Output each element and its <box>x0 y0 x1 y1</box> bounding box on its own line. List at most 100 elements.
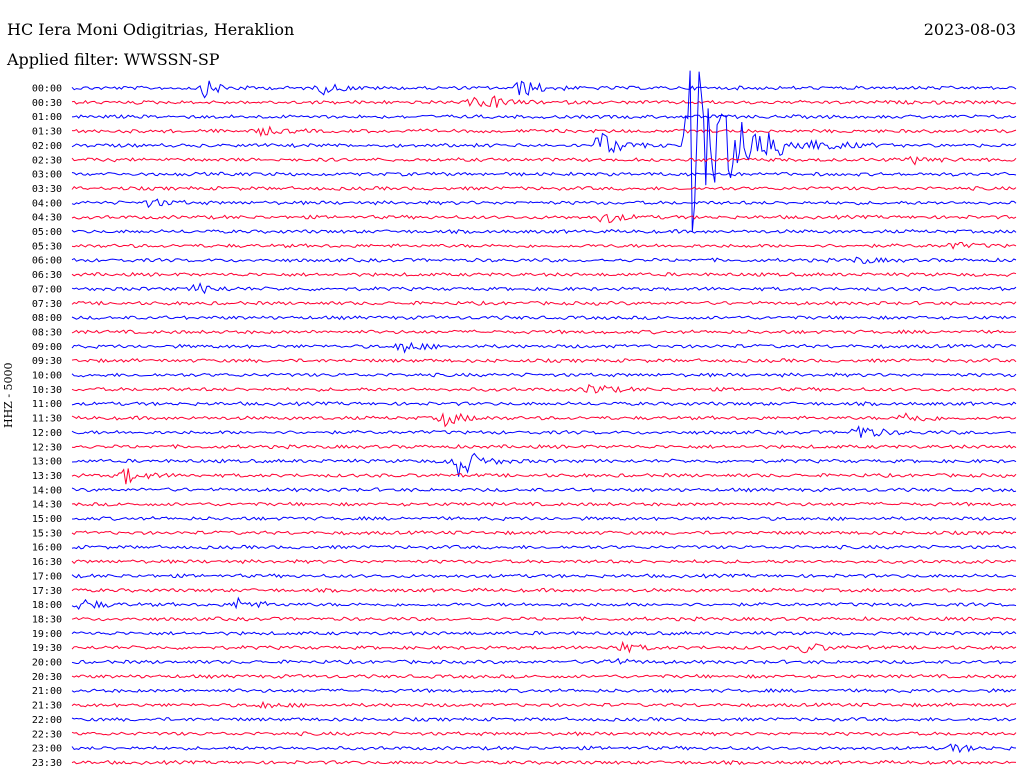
seismic-trace <box>71 228 1017 235</box>
trace-label: 07:30 <box>32 299 62 310</box>
trace-label: 16:30 <box>32 557 62 568</box>
trace-label: 00:30 <box>32 98 62 109</box>
trace-label: 05:00 <box>32 227 62 238</box>
trace-label: 15:00 <box>32 514 62 525</box>
trace-label: 21:30 <box>32 701 62 712</box>
seismic-trace <box>71 673 1017 679</box>
trace-label: 11:00 <box>32 399 62 410</box>
seismic-trace <box>71 452 1017 477</box>
seismic-trace <box>72 515 1017 522</box>
trace-label: 00:00 <box>32 84 62 95</box>
station-title: HC Iera Moni Odigitrias, Heraklion <box>7 20 295 39</box>
seismic-trace <box>71 95 1017 108</box>
trace-label: 13:00 <box>32 457 62 468</box>
seismic-trace <box>71 213 1017 224</box>
trace-label: 02:00 <box>32 141 62 152</box>
seismic-trace <box>71 271 1017 277</box>
trace-label: 13:30 <box>32 471 62 482</box>
trace-label: 12:30 <box>32 442 62 453</box>
trace-label: 04:00 <box>32 198 62 209</box>
trace-label: 09:00 <box>32 342 62 353</box>
trace-label: 01:00 <box>32 112 62 123</box>
trace-label: 18:30 <box>32 614 62 625</box>
trace-label: 20:30 <box>32 672 62 683</box>
seismic-trace <box>71 282 1017 295</box>
seismic-trace <box>71 242 1017 250</box>
trace-label: 16:00 <box>32 543 62 554</box>
seismic-trace <box>71 383 1017 394</box>
trace-label: 05:30 <box>32 241 62 252</box>
trace-label: 06:00 <box>32 256 62 267</box>
seismic-trace <box>71 198 1017 209</box>
seismic-trace <box>71 300 1017 306</box>
trace-label: 07:00 <box>32 284 62 295</box>
seismic-trace <box>71 743 1017 754</box>
seismic-trace <box>71 358 1017 364</box>
seismic-trace <box>71 329 1017 335</box>
seismic-trace <box>71 171 1017 177</box>
seismic-trace <box>71 70 1017 232</box>
seismic-trace <box>71 372 1017 378</box>
seismic-trace <box>71 125 1017 138</box>
trace-label: 21:00 <box>32 686 62 697</box>
trace-label: 14:30 <box>32 500 62 511</box>
trace-label: 19:00 <box>32 629 62 640</box>
seismic-trace <box>71 256 1017 264</box>
seismic-trace <box>71 700 1017 710</box>
seismic-trace <box>71 587 1017 594</box>
trace-label: 19:30 <box>32 643 62 654</box>
trace-label: 12:00 <box>32 428 62 439</box>
trace-label: 11:30 <box>32 414 62 425</box>
trace-label: 23:00 <box>32 744 62 755</box>
seismic-trace <box>71 185 1017 191</box>
trace-label: 14:00 <box>32 485 62 496</box>
seismic-trace <box>71 716 1017 722</box>
seismic-trace <box>71 412 1017 428</box>
seismic-trace <box>71 114 1017 120</box>
trace-label: 23:30 <box>32 758 62 769</box>
seismic-trace <box>71 501 1017 507</box>
seismic-trace <box>71 530 1017 536</box>
seismic-trace <box>71 616 1017 622</box>
trace-label: 02:30 <box>32 155 62 166</box>
date-label: 2023-08-03 <box>923 20 1016 39</box>
trace-label: 22:30 <box>32 729 62 740</box>
trace-label: 08:00 <box>32 313 62 324</box>
seismic-trace <box>71 425 1017 438</box>
seismic-trace <box>71 468 1017 485</box>
trace-label: 01:30 <box>32 127 62 138</box>
trace-label: 03:30 <box>32 184 62 195</box>
seismic-trace <box>71 443 1017 450</box>
trace-label: 03:00 <box>32 170 62 181</box>
trace-label: 09:30 <box>32 356 62 367</box>
seismic-trace <box>71 640 1017 654</box>
trace-label: 10:30 <box>32 385 62 396</box>
seismic-trace <box>71 731 1017 737</box>
seismic-trace <box>71 573 1017 579</box>
seismic-trace <box>71 80 1017 99</box>
trace-label: 17:30 <box>32 586 62 597</box>
seismic-trace <box>71 558 1016 565</box>
trace-label: 08:30 <box>32 327 62 338</box>
trace-label: 17:00 <box>32 571 62 582</box>
trace-label: 22:00 <box>32 715 62 726</box>
trace-label: 04:30 <box>32 213 62 224</box>
seismic-trace <box>71 630 1017 636</box>
seismic-trace <box>71 759 1017 766</box>
trace-label: 18:00 <box>32 600 62 611</box>
seismic-trace <box>71 688 1017 694</box>
seismic-trace <box>71 341 1017 354</box>
seismic-trace <box>71 487 1017 493</box>
seismic-trace <box>71 155 1017 166</box>
seismic-trace <box>71 401 1017 407</box>
filter-label: Applied filter: WWSSN-SP <box>7 50 220 69</box>
seismic-trace <box>71 315 1017 321</box>
seismic-trace <box>71 596 1017 610</box>
trace-label: 10:00 <box>32 371 62 382</box>
trace-label: 06:30 <box>32 270 62 281</box>
seismic-trace <box>71 544 1017 550</box>
trace-label: 20:00 <box>32 658 62 669</box>
seismic-trace <box>71 657 1017 665</box>
trace-label: 15:30 <box>32 528 62 539</box>
